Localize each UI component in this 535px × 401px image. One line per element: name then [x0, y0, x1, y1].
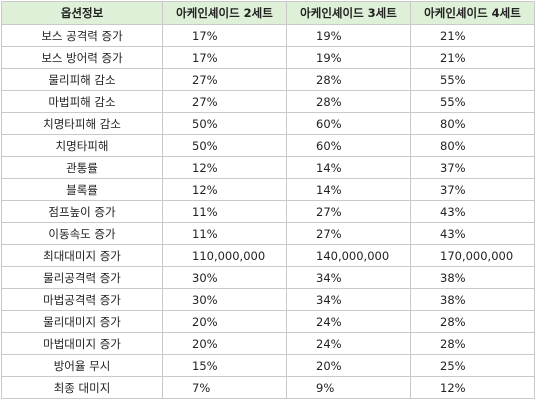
table-row: 마법대미지 증가 20% 24% 28% — [1, 332, 535, 355]
header-option-info: 옵션정보 — [1, 1, 163, 25]
table-row: 물리공격력 증가 30% 34% 38% — [1, 266, 535, 289]
option-name-cell: 치명타피해 감소 — [1, 112, 163, 135]
set-3-value-cell: 14% — [286, 178, 411, 201]
set-2-value-cell: 11% — [162, 200, 287, 223]
option-name-cell: 물리피해 감소 — [1, 68, 163, 91]
set-3-value-cell: 60% — [286, 134, 411, 157]
set-4-value-cell: 37% — [410, 156, 535, 179]
set-4-value-cell: 28% — [410, 332, 535, 355]
set-2-value-cell: 110,000,000 — [162, 244, 287, 267]
set-2-value-cell: 11% — [162, 222, 287, 245]
set-3-value-cell: 27% — [286, 200, 411, 223]
set-3-value-cell: 20% — [286, 354, 411, 377]
table-row: 마법피해 감소 27% 28% 55% — [1, 90, 535, 113]
set-3-value-cell: 34% — [286, 266, 411, 289]
set-3-value-cell: 60% — [286, 112, 411, 135]
set-4-value-cell: 37% — [410, 178, 535, 201]
option-name-cell: 물리대미지 증가 — [1, 310, 163, 333]
set-3-value-cell: 9% — [286, 376, 411, 399]
option-name-cell: 물리공격력 증가 — [1, 266, 163, 289]
set-2-value-cell: 7% — [162, 376, 287, 399]
set-3-value-cell: 140,000,000 — [286, 244, 411, 267]
header-set-3: 아케인셰이드 3세트 — [286, 1, 411, 25]
table-row: 보스 방어력 증가 17% 19% 21% — [1, 46, 535, 69]
set-4-value-cell: 43% — [410, 222, 535, 245]
set-2-value-cell: 20% — [162, 332, 287, 355]
set-3-value-cell: 24% — [286, 332, 411, 355]
table-row: 최대대미지 증가 110,000,000 140,000,000 170,000,00… — [1, 244, 535, 267]
set-4-value-cell: 38% — [410, 266, 535, 289]
option-name-cell: 보스 공격력 증가 — [1, 24, 163, 47]
set-4-value-cell: 55% — [410, 68, 535, 91]
set-3-value-cell: 24% — [286, 310, 411, 333]
set-2-value-cell: 50% — [162, 112, 287, 135]
set-4-value-cell: 21% — [410, 46, 535, 69]
set-4-value-cell: 38% — [410, 288, 535, 311]
table-row: 관통률 12% 14% 37% — [1, 156, 535, 179]
set-4-value-cell: 28% — [410, 310, 535, 333]
table-row: 물리피해 감소 27% 28% 55% — [1, 68, 535, 91]
option-name-cell: 방어율 무시 — [1, 354, 163, 377]
table-row: 물리대미지 증가 20% 24% 28% — [1, 310, 535, 333]
set-4-value-cell: 12% — [410, 376, 535, 399]
set-3-value-cell: 34% — [286, 288, 411, 311]
set-2-value-cell: 50% — [162, 134, 287, 157]
table-row: 점프높이 증가 11% 27% 43% — [1, 200, 535, 223]
set-2-value-cell: 17% — [162, 46, 287, 69]
option-name-cell: 치명타피해 — [1, 134, 163, 157]
table-row: 최종 대미지 7% 9% 12% — [1, 376, 535, 399]
set-4-value-cell: 55% — [410, 90, 535, 113]
set-2-value-cell: 30% — [162, 288, 287, 311]
set-3-value-cell: 28% — [286, 68, 411, 91]
set-4-value-cell: 80% — [410, 134, 535, 157]
set-4-value-cell: 43% — [410, 200, 535, 223]
table-row: 이동속도 증가 11% 27% 43% — [1, 222, 535, 245]
header-set-2: 아케인셰이드 2세트 — [162, 1, 287, 25]
set-2-value-cell: 30% — [162, 266, 287, 289]
table-body: 보스 공격력 증가 17% 19% 21% 보스 방어력 증가 17% 19% 21% 물리피해… — [1, 24, 535, 399]
set-2-value-cell: 20% — [162, 310, 287, 333]
option-name-cell: 이동속도 증가 — [1, 222, 163, 245]
option-name-cell: 최대대미지 증가 — [1, 244, 163, 267]
table-row: 치명타피해 50% 60% 80% — [1, 134, 535, 157]
option-name-cell: 마법대미지 증가 — [1, 332, 163, 355]
set-3-value-cell: 14% — [286, 156, 411, 179]
set-2-value-cell: 27% — [162, 90, 287, 113]
set-4-value-cell: 25% — [410, 354, 535, 377]
option-name-cell: 점프높이 증가 — [1, 200, 163, 223]
set-2-value-cell: 12% — [162, 178, 287, 201]
header-set-4: 아케인셰이드 4세트 — [410, 1, 535, 25]
set-3-value-cell: 19% — [286, 24, 411, 47]
set-2-value-cell: 12% — [162, 156, 287, 179]
set-4-value-cell: 170,000,000 — [410, 244, 535, 267]
set-3-value-cell: 19% — [286, 46, 411, 69]
set-3-value-cell: 28% — [286, 90, 411, 113]
set-2-value-cell: 15% — [162, 354, 287, 377]
option-name-cell: 마법공격력 증가 — [1, 288, 163, 311]
table-header-row: 옵션정보 아케인셰이드 2세트 아케인셰이드 3세트 아케인셰이드 4세트 — [1, 1, 535, 25]
option-name-cell: 최종 대미지 — [1, 376, 163, 399]
option-name-cell: 보스 방어력 증가 — [1, 46, 163, 69]
option-name-cell: 관통률 — [1, 156, 163, 179]
option-name-cell: 마법피해 감소 — [1, 90, 163, 113]
table-row: 치명타피해 감소 50% 60% 80% — [1, 112, 535, 135]
set-4-value-cell: 80% — [410, 112, 535, 135]
set-3-value-cell: 27% — [286, 222, 411, 245]
table-row: 방어율 무시 15% 20% 25% — [1, 354, 535, 377]
table-row: 블록률 12% 14% 37% — [1, 178, 535, 201]
option-name-cell: 블록률 — [1, 178, 163, 201]
table-row: 마법공격력 증가 30% 34% 38% — [1, 288, 535, 311]
set-4-value-cell: 21% — [410, 24, 535, 47]
table-row: 보스 공격력 증가 17% 19% 21% — [1, 24, 535, 47]
set-2-value-cell: 17% — [162, 24, 287, 47]
set-2-value-cell: 27% — [162, 68, 287, 91]
